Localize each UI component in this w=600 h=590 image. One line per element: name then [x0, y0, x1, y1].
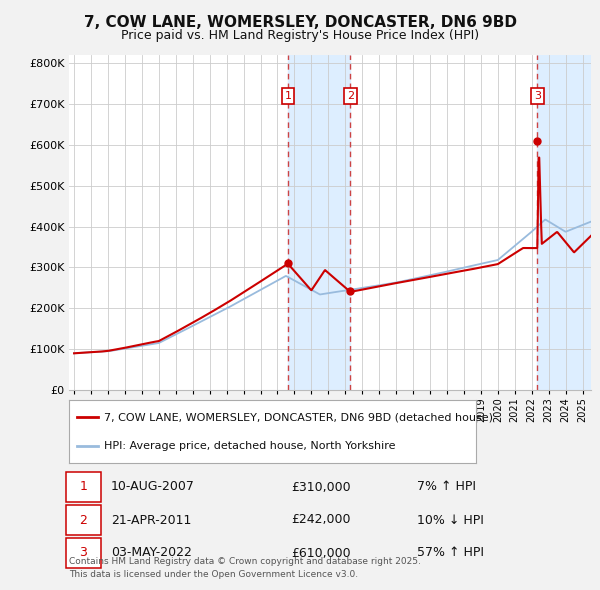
Text: 10% ↓ HPI: 10% ↓ HPI: [417, 513, 484, 526]
Text: £310,000: £310,000: [291, 480, 350, 493]
Text: 2: 2: [347, 91, 354, 101]
Text: Contains HM Land Registry data © Crown copyright and database right 2025.: Contains HM Land Registry data © Crown c…: [69, 558, 421, 566]
Bar: [288, 55, 350, 390]
Text: This data is licensed under the Open Government Licence v3.0.: This data is licensed under the Open Gov…: [69, 571, 358, 579]
Text: 7, COW LANE, WOMERSLEY, DONCASTER, DN6 9BD (detached house): 7, COW LANE, WOMERSLEY, DONCASTER, DN6 9…: [104, 412, 493, 422]
Text: HPI: Average price, detached house, North Yorkshire: HPI: Average price, detached house, Nort…: [104, 441, 395, 451]
Text: Price paid vs. HM Land Registry's House Price Index (HPI): Price paid vs. HM Land Registry's House …: [121, 30, 479, 42]
Text: 21-APR-2011: 21-APR-2011: [111, 513, 191, 526]
Text: £610,000: £610,000: [291, 546, 350, 559]
Text: 7, COW LANE, WOMERSLEY, DONCASTER, DN6 9BD: 7, COW LANE, WOMERSLEY, DONCASTER, DN6 9…: [83, 15, 517, 30]
Text: 2: 2: [79, 513, 88, 526]
Text: 1: 1: [79, 480, 88, 493]
Text: 10-AUG-2007: 10-AUG-2007: [111, 480, 195, 493]
Text: 1: 1: [284, 91, 292, 101]
Text: 7% ↑ HPI: 7% ↑ HPI: [417, 480, 476, 493]
Text: £242,000: £242,000: [291, 513, 350, 526]
Bar: [538, 55, 591, 390]
Text: 3: 3: [534, 91, 541, 101]
Text: 3: 3: [79, 546, 88, 559]
Text: 57% ↑ HPI: 57% ↑ HPI: [417, 546, 484, 559]
Text: 03-MAY-2022: 03-MAY-2022: [111, 546, 192, 559]
